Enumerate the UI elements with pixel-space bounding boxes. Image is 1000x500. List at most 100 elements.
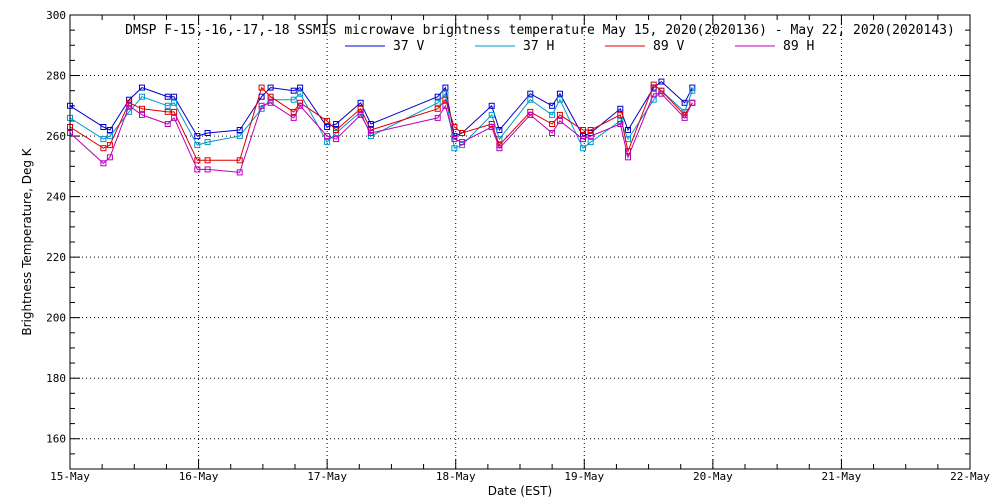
x-tick-label: 22-May	[950, 470, 990, 483]
legend-label: 37 H	[523, 39, 554, 54]
data-point-marker	[333, 136, 340, 143]
data-point-marker	[625, 127, 631, 133]
data-point-marker	[236, 169, 243, 176]
data-point-marker	[527, 90, 534, 97]
data-point-marker	[527, 111, 534, 118]
data-point-marker	[681, 99, 688, 106]
grid	[70, 15, 970, 469]
data-point-marker	[236, 157, 243, 164]
data-point-marker	[357, 99, 364, 106]
data-point-marker	[617, 111, 624, 118]
data-point-marker	[290, 114, 297, 121]
y-tick-label: 260	[46, 130, 66, 143]
data-point-marker	[650, 81, 657, 88]
data-point-marker	[527, 96, 534, 103]
data-point-marker	[324, 139, 331, 146]
data-point-marker	[139, 111, 145, 118]
data-point-marker	[139, 105, 145, 112]
data-point-marker	[194, 133, 201, 140]
data-point-marker	[549, 102, 556, 109]
data-point-marker	[324, 133, 331, 140]
x-axis-label: Date (EST)	[488, 484, 552, 498]
series-line	[69, 80, 693, 137]
data-point-marker	[434, 99, 441, 106]
data-point-marker	[106, 133, 113, 140]
data-point-marker	[617, 121, 624, 127]
x-tick-label: 18-May	[436, 470, 476, 483]
data-point-marker	[324, 124, 331, 130]
data-point-marker	[171, 93, 178, 100]
data-point-marker	[258, 84, 265, 91]
data-point-marker	[549, 130, 556, 136]
data-point-marker	[587, 133, 594, 140]
data-point-marker	[681, 114, 688, 121]
data-point-marker	[451, 145, 458, 152]
series-group	[67, 78, 696, 176]
data-point-marker	[139, 93, 145, 100]
data-point-marker	[267, 84, 274, 91]
data-point-marker	[451, 136, 458, 143]
data-point-marker	[164, 121, 171, 127]
data-point-marker	[459, 130, 466, 136]
data-point-marker	[556, 96, 563, 103]
y-tick-label: 200	[46, 312, 66, 325]
data-point-marker	[297, 84, 304, 91]
data-point-marker	[171, 114, 178, 121]
data-point-marker	[650, 90, 657, 97]
data-point-marker	[100, 124, 107, 130]
data-point-marker	[106, 127, 113, 133]
data-point-marker	[106, 142, 113, 149]
data-point-marker	[171, 108, 178, 115]
data-point-marker	[556, 117, 563, 124]
x-tick-label: 16-May	[179, 470, 219, 483]
data-point-marker	[580, 145, 586, 152]
series-line	[69, 93, 693, 173]
data-point-marker	[164, 102, 171, 109]
data-point-marker	[617, 117, 624, 124]
data-point-marker	[204, 130, 211, 136]
data-point-marker	[171, 99, 178, 106]
data-point-marker	[617, 105, 624, 112]
data-point-marker	[258, 102, 265, 109]
x-tick-label: 17-May	[307, 470, 347, 483]
y-tick-label: 240	[46, 191, 66, 204]
data-point-marker	[488, 111, 495, 118]
data-point-marker	[434, 105, 441, 112]
data-point-marker	[658, 90, 665, 97]
data-point-marker	[297, 102, 304, 109]
data-point-marker	[549, 121, 556, 127]
data-point-marker	[126, 96, 133, 103]
data-point-marker	[290, 87, 297, 94]
axis-ticks: 15-May 16-May 17-May 18-May 19-May 20-May 21-M…	[46, 9, 990, 483]
x-tick-label: 15-May	[50, 470, 90, 483]
data-point-marker	[164, 93, 171, 100]
plot-frame	[69, 14, 971, 470]
legend: 37 V 37 H 89 V 89 H	[345, 39, 814, 54]
data-point-marker	[367, 130, 374, 136]
data-point-marker	[100, 136, 107, 143]
data-point-marker	[549, 111, 556, 118]
y-tick-label: 280	[46, 70, 66, 83]
data-point-marker	[204, 157, 211, 164]
data-point-marker	[106, 154, 113, 161]
y-axis-label: Brightness Temperature, Deg K	[20, 147, 34, 335]
data-point-marker	[100, 160, 107, 167]
x-tick-label: 20-May	[693, 470, 733, 483]
data-point-marker	[297, 90, 304, 97]
series-37-v	[67, 78, 696, 140]
data-point-marker	[236, 127, 243, 133]
data-point-marker	[100, 145, 107, 152]
data-point-marker	[442, 90, 449, 97]
data-point-marker	[434, 114, 441, 121]
legend-label: 89 H	[783, 39, 814, 54]
data-point-marker	[442, 102, 449, 109]
data-point-marker	[357, 105, 364, 112]
y-tick-label: 220	[46, 251, 66, 264]
data-point-marker	[194, 157, 201, 164]
data-point-marker	[496, 145, 503, 152]
data-point-marker	[488, 124, 495, 130]
data-point-marker	[139, 84, 145, 91]
data-point-marker	[689, 84, 696, 91]
data-point-marker	[556, 111, 563, 118]
legend-label: 89 V	[653, 39, 684, 54]
